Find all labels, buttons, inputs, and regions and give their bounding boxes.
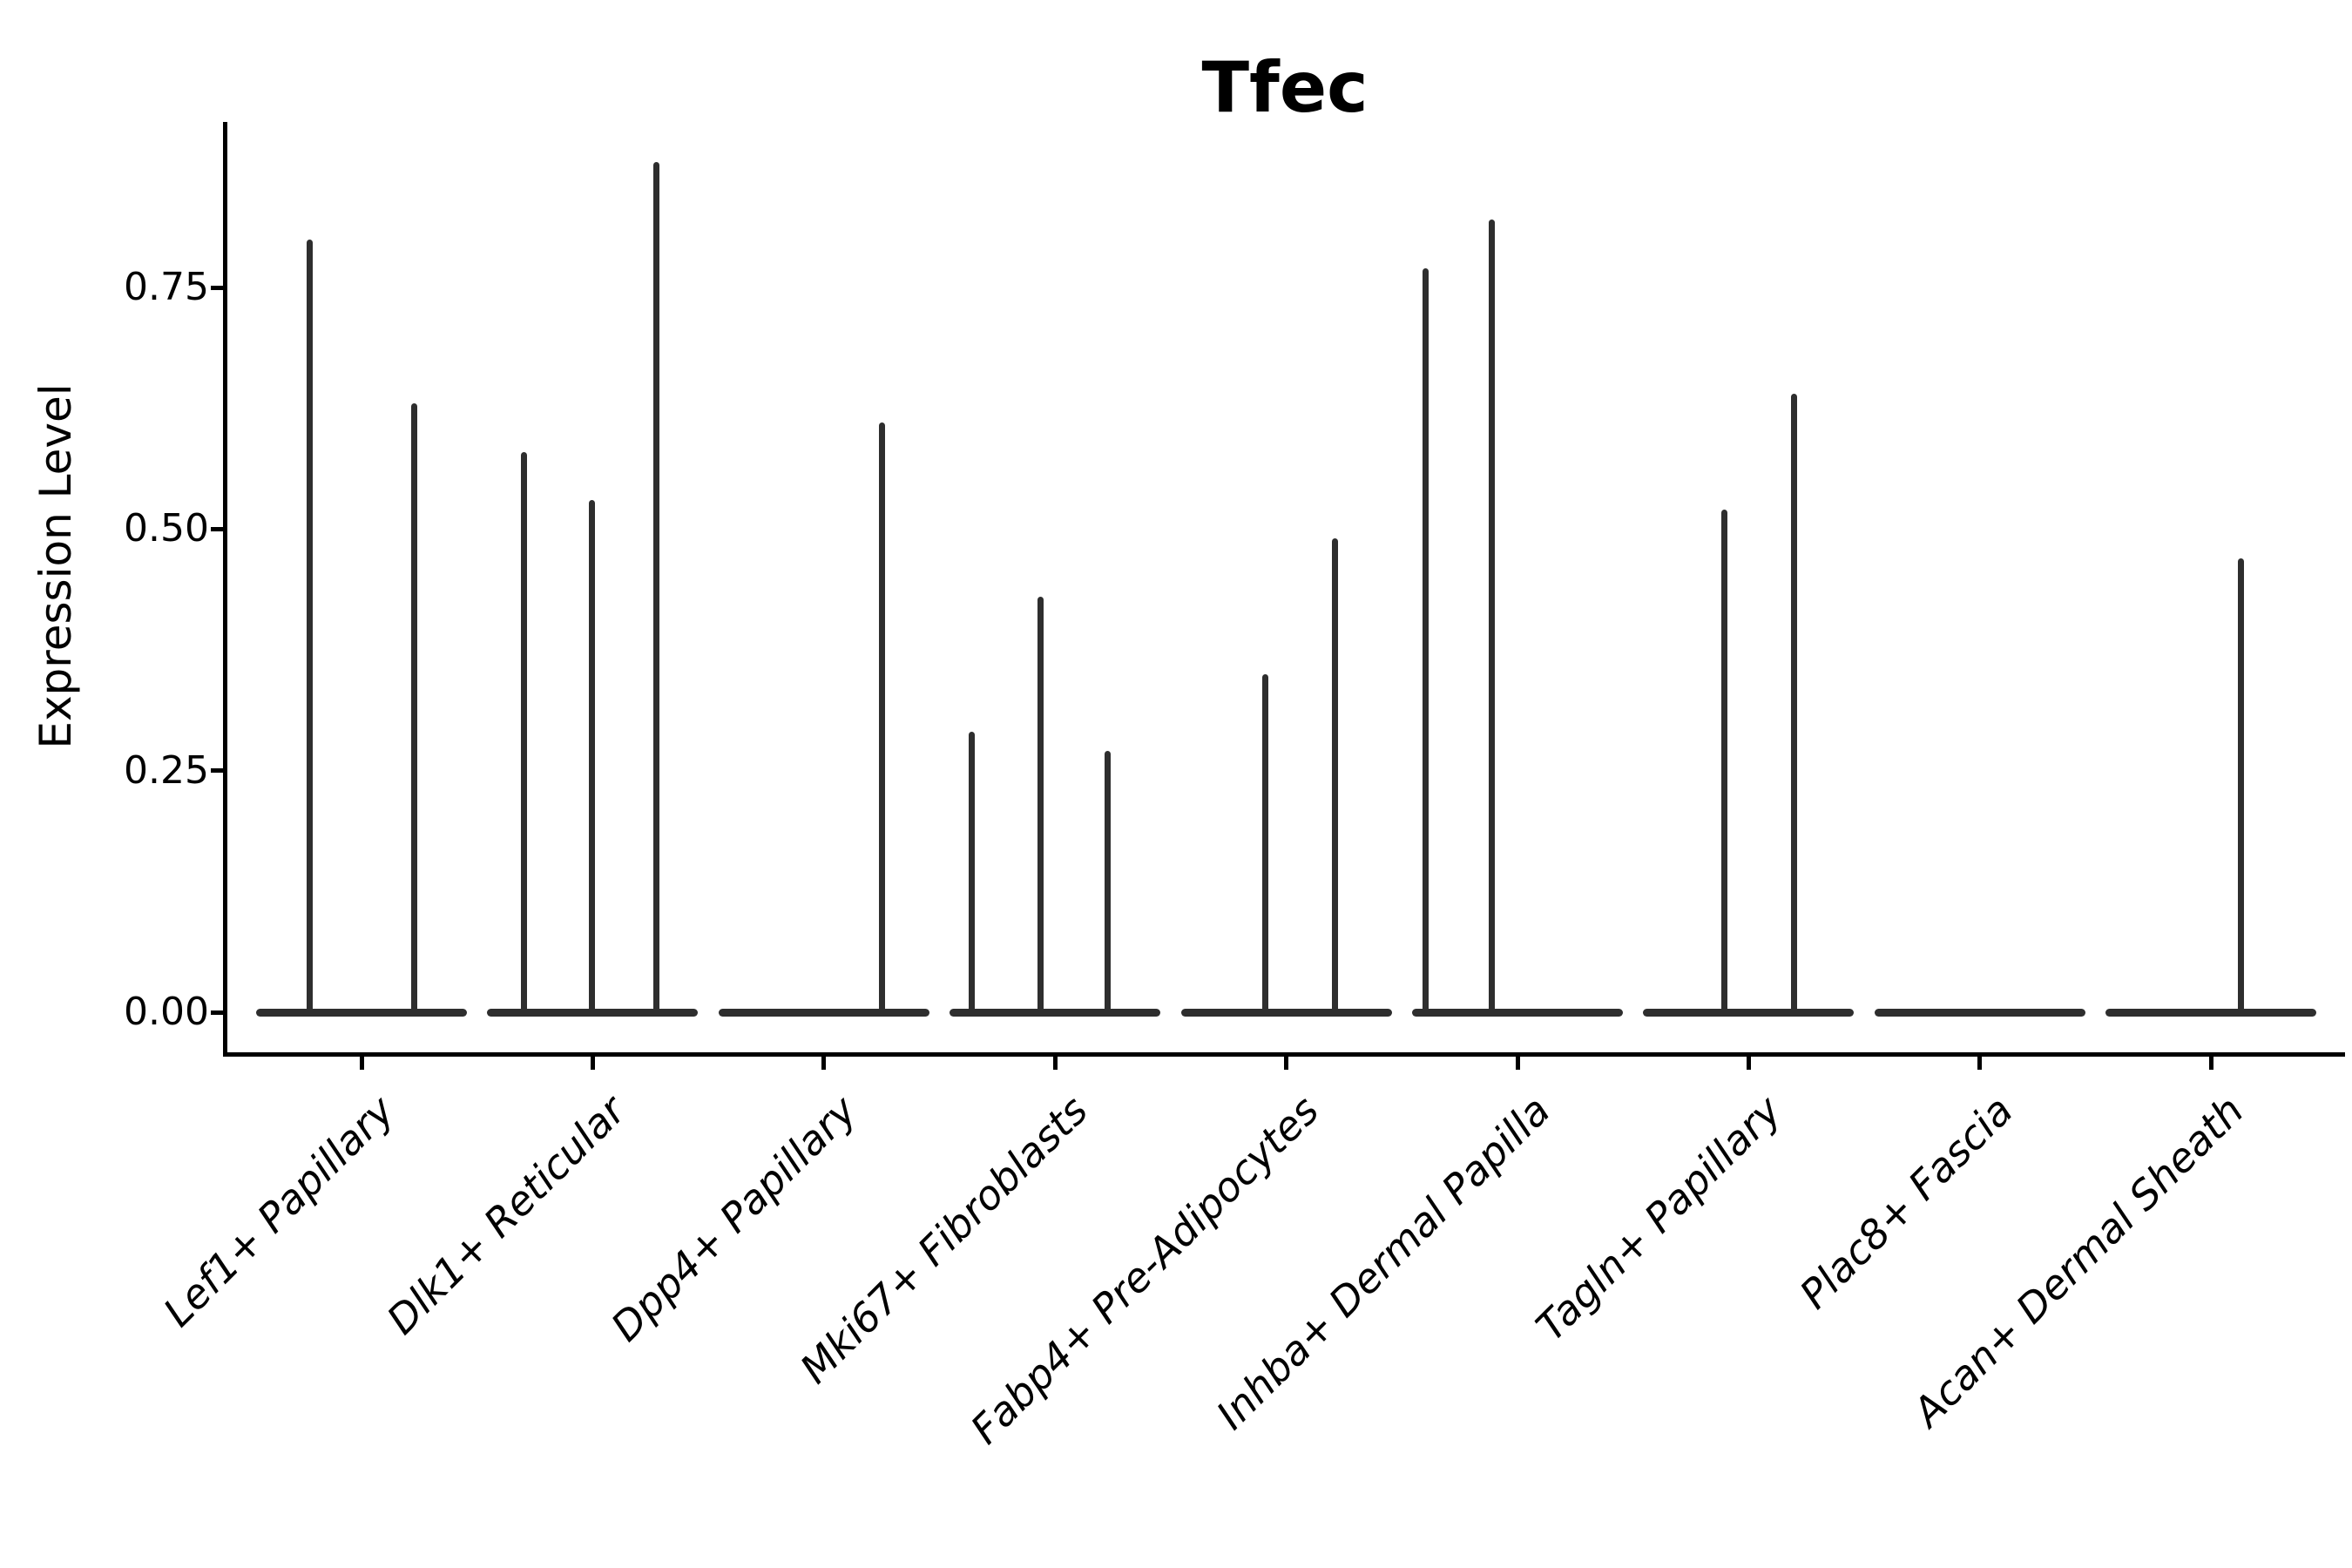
violin-spike [1261, 673, 1268, 1014]
x-tick-label: Dpp4+ Papillary [601, 1086, 866, 1351]
violin-spike [1423, 267, 1429, 1014]
violin-baseline [2105, 1008, 2317, 1017]
y-tick [211, 1010, 225, 1015]
y-tick-label: 0.00 [124, 990, 209, 1034]
violin-baseline [1643, 1008, 1855, 1017]
x-tick [1284, 1054, 1289, 1070]
x-tick [1515, 1054, 1520, 1070]
violin-spike [588, 500, 595, 1014]
y-tick-label: 0.25 [124, 747, 209, 793]
x-tick [1746, 1054, 1751, 1070]
x-tick [1052, 1054, 1058, 1070]
violin-baseline [1180, 1008, 1392, 1017]
violin-spike [521, 451, 528, 1014]
violin-spike [1105, 751, 1112, 1014]
y-tick-label: 0.50 [124, 506, 209, 551]
violin-baseline [1412, 1008, 1623, 1017]
x-tick [2208, 1054, 2213, 1070]
y-tick [211, 526, 225, 531]
violin-spike [307, 239, 314, 1014]
x-tick [359, 1054, 364, 1070]
y-axis-spine [223, 122, 227, 1057]
x-tick-label: Dlk1+ Reticular [377, 1086, 635, 1344]
x-tick [590, 1054, 595, 1070]
y-tick [211, 768, 225, 774]
violin-spike [411, 403, 417, 1014]
chart-title: Tfec [1201, 47, 1369, 128]
violin-spike [2237, 558, 2244, 1014]
violin-spike [1721, 510, 1728, 1014]
violin-spike [1037, 597, 1044, 1014]
violin-baseline [1874, 1008, 2085, 1017]
x-tick-label: Plac8+ Fascia [1790, 1086, 2022, 1318]
x-tick-label: Tagln+ Papillary [1526, 1086, 1791, 1350]
violin-baseline [950, 1008, 1161, 1017]
y-axis-label: Expression Level [30, 383, 81, 749]
x-tick [821, 1054, 827, 1070]
violin-baseline [718, 1008, 929, 1017]
y-tick [211, 285, 225, 290]
violin-spike [1790, 394, 1797, 1014]
x-tick [1977, 1054, 1983, 1070]
y-tick-label: 0.75 [124, 265, 209, 310]
violin-spike [1331, 538, 1338, 1014]
x-axis-spine [223, 1052, 2345, 1057]
violin-spike [652, 161, 659, 1014]
x-tick-label: Lef1+ Papillary [153, 1086, 403, 1336]
violin-baseline [256, 1008, 467, 1017]
violin-spike [1489, 220, 1496, 1014]
violin-spike [878, 422, 885, 1014]
violin-spike [969, 732, 976, 1014]
